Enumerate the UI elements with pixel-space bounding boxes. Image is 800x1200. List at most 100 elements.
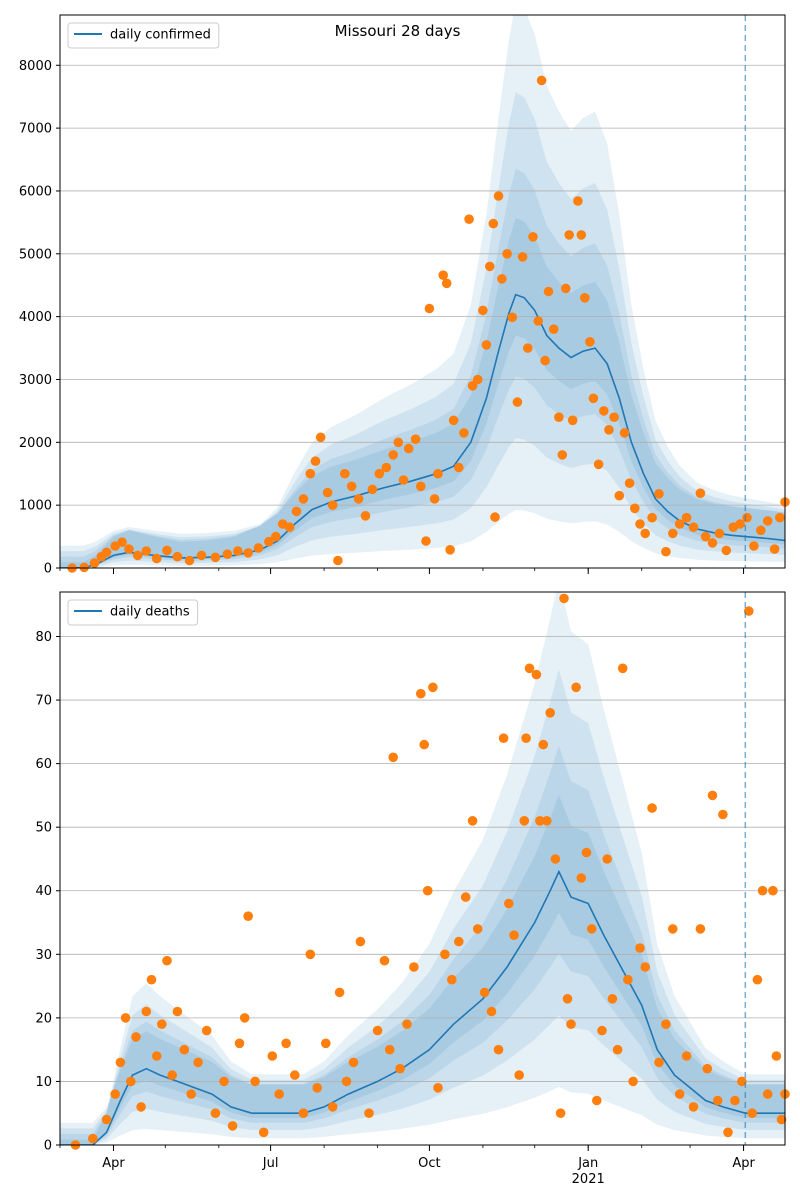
y-tick-label: 4000 xyxy=(19,310,52,325)
y-tick-label: 80 xyxy=(35,630,52,645)
observed-point xyxy=(776,1114,787,1125)
observed-point xyxy=(576,230,587,240)
observed-point xyxy=(493,1044,504,1055)
observed-point xyxy=(536,75,547,86)
observed-point xyxy=(454,462,464,473)
observed-point xyxy=(151,1051,162,1061)
observed-point xyxy=(193,1057,203,1068)
observed-point xyxy=(602,854,612,864)
x-tick-label: Jan xyxy=(577,1156,598,1171)
observed-point xyxy=(599,406,609,416)
observed-point xyxy=(424,303,435,314)
observed-point xyxy=(340,468,350,479)
observed-point xyxy=(768,885,778,896)
observed-point xyxy=(284,522,295,532)
observed-point xyxy=(438,270,449,281)
observed-point xyxy=(460,892,471,902)
observed-point xyxy=(419,739,430,750)
legend-label: daily deaths xyxy=(110,605,190,620)
observed-point xyxy=(707,538,718,548)
observed-point xyxy=(654,1057,664,1068)
observed-point xyxy=(674,1089,685,1099)
observed-point xyxy=(467,816,478,826)
y-tick-label: 30 xyxy=(35,948,52,963)
plot-border xyxy=(59,14,786,569)
observed-point xyxy=(749,541,759,551)
plot-border xyxy=(59,591,786,1146)
observed-point xyxy=(592,1095,602,1106)
observed-point xyxy=(564,230,574,240)
observed-point xyxy=(523,343,533,353)
y-tick-label: 8000 xyxy=(19,59,52,74)
observed-point xyxy=(291,506,302,517)
observed-point xyxy=(117,537,127,547)
observed-point xyxy=(472,924,483,934)
model-line xyxy=(60,869,785,1145)
confidence-band xyxy=(60,15,785,568)
observed-point xyxy=(723,1127,733,1138)
observed-point xyxy=(543,286,554,297)
observed-point xyxy=(341,1076,352,1087)
observed-point xyxy=(576,873,587,883)
observed-point xyxy=(441,278,452,289)
y-tick-label: 6000 xyxy=(19,184,52,199)
observed-point xyxy=(110,1089,120,1099)
observed-point xyxy=(661,546,671,557)
observed-point xyxy=(162,955,172,966)
observed-point xyxy=(695,488,706,499)
observed-point xyxy=(742,512,752,523)
observed-point xyxy=(364,1108,374,1118)
observed-point xyxy=(640,528,650,539)
observed-point xyxy=(571,682,581,693)
observed-point xyxy=(327,1102,338,1112)
y-tick-label: 60 xyxy=(35,757,52,772)
observed-point xyxy=(559,593,569,604)
observed-point xyxy=(654,489,664,499)
observed-point xyxy=(735,519,745,529)
y-tick-label: 2000 xyxy=(19,436,52,451)
observed-point xyxy=(395,1063,405,1074)
observed-point xyxy=(612,1044,623,1055)
observed-point xyxy=(681,512,692,523)
confidence-band xyxy=(60,168,785,568)
observed-point xyxy=(593,459,604,470)
observed-point xyxy=(580,293,590,303)
observed-point xyxy=(210,552,221,563)
observed-point xyxy=(454,936,464,947)
observed-point xyxy=(305,949,316,960)
observed-point xyxy=(210,1108,221,1118)
observed-point xyxy=(312,1083,323,1093)
y-axis-ticks: 0 10 20 30 40 50 60 70 80 xyxy=(35,630,60,1154)
observed-point xyxy=(681,1051,692,1061)
observed-point xyxy=(668,528,678,539)
observed-point xyxy=(535,816,545,826)
observed-point xyxy=(219,1076,229,1087)
y-tick-label: 0 xyxy=(44,1139,52,1154)
observed-points xyxy=(67,75,790,573)
observed-point xyxy=(635,519,645,529)
observed-point xyxy=(619,428,630,438)
observed-point xyxy=(586,924,597,934)
observed-point xyxy=(531,669,542,680)
legend-label: daily confirmed xyxy=(110,28,211,43)
observed-point xyxy=(744,606,754,616)
observed-point xyxy=(151,553,162,564)
y-tick-label: 10 xyxy=(35,1075,52,1090)
observed-point xyxy=(243,548,253,558)
confidence-band xyxy=(60,794,785,1145)
observed-point xyxy=(416,688,426,699)
observed-point xyxy=(674,519,685,529)
observed-point xyxy=(126,1076,136,1087)
observed-point xyxy=(702,1063,713,1074)
x-tick-label: Apr xyxy=(102,1156,125,1171)
observed-point xyxy=(488,218,499,229)
observed-point xyxy=(402,1019,412,1029)
confirmed-chart-panel: 0 1000 2000 3000 4000 5000 6000 7000 8000 Missou… xyxy=(19,14,790,577)
observed-point xyxy=(321,1038,331,1049)
x-axis-ticks: Apr Jul Oct Jan Apr xyxy=(59,1145,755,1171)
y-tick-label: 70 xyxy=(35,694,52,709)
observed-point xyxy=(688,522,699,532)
observed-point xyxy=(348,1057,359,1068)
observed-point xyxy=(617,663,628,674)
observed-point xyxy=(333,555,343,566)
